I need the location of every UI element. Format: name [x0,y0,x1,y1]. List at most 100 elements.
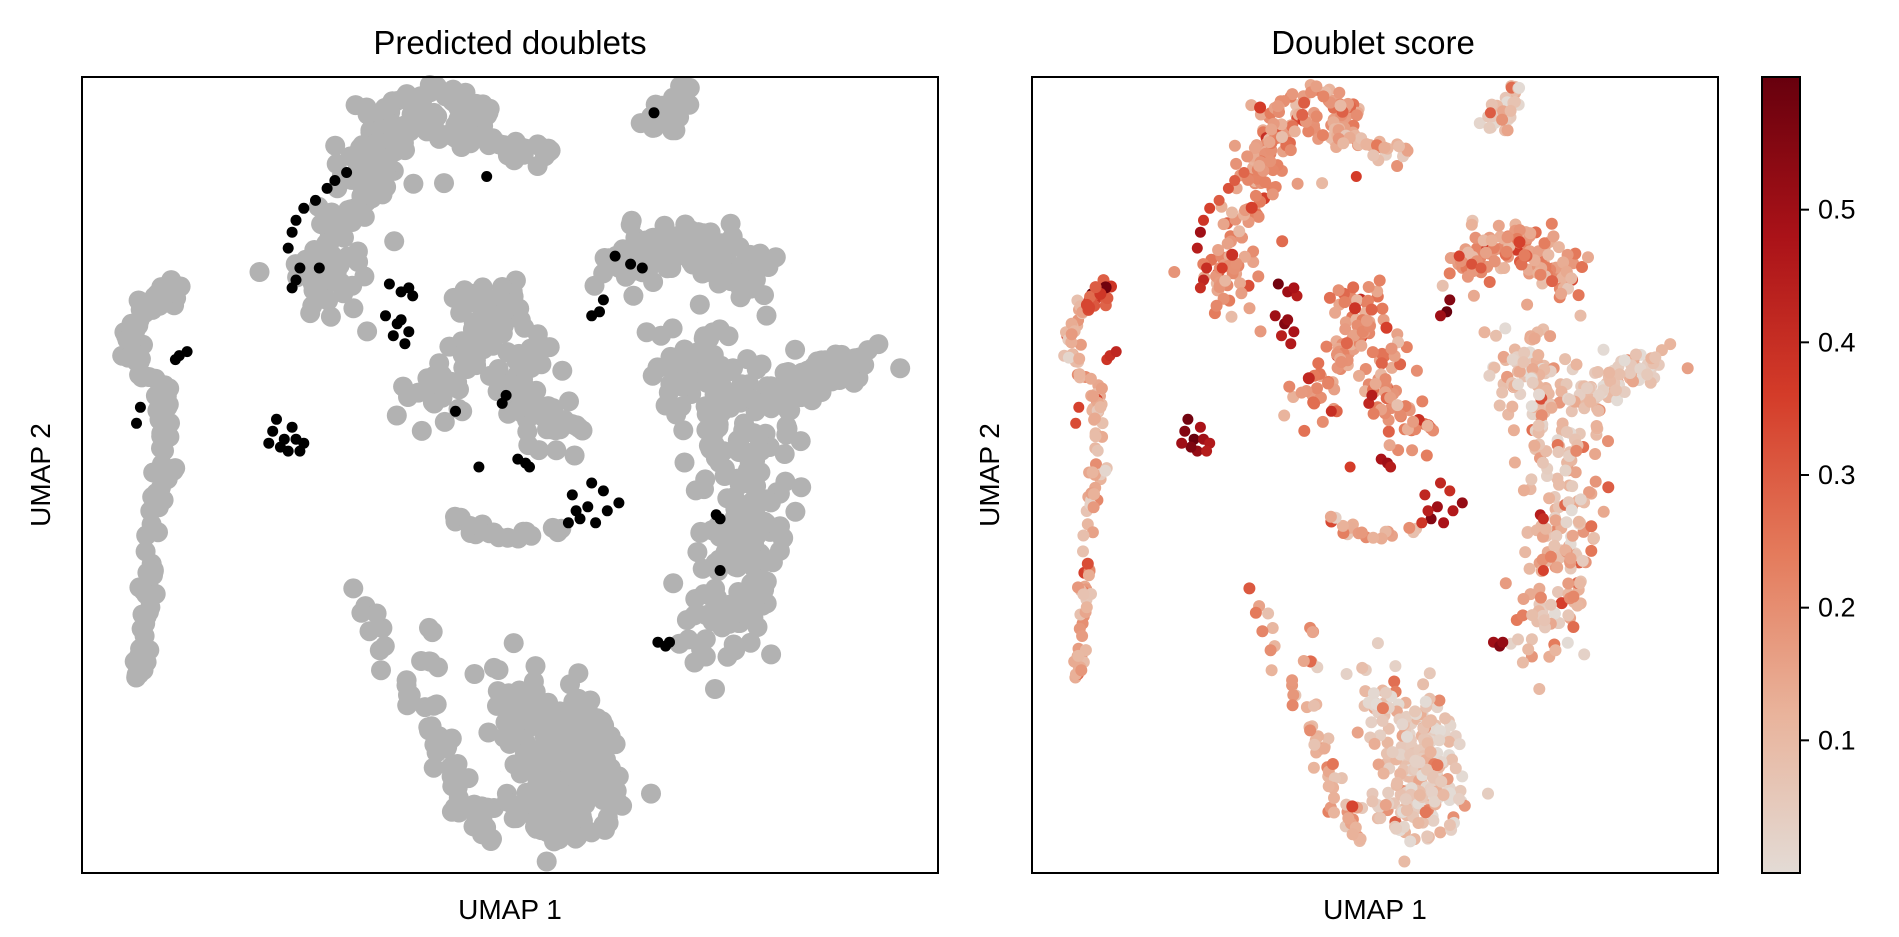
singlet-point [333,283,354,304]
score-point [1072,649,1085,662]
score-point-doublet [1435,477,1446,489]
score-point [1585,544,1598,557]
score-point-doublet [1325,405,1337,417]
score-point-doublet [1438,517,1450,529]
singlet-point [448,802,469,823]
score-point [1483,369,1496,382]
singlet-point [566,712,586,733]
score-point [1278,409,1291,422]
score-point-doublet [1185,441,1197,453]
score-point [1434,724,1446,737]
score-point-doublet [1537,513,1549,525]
score-point [1380,321,1393,334]
doublet-point [387,330,399,342]
score-point [1649,351,1662,364]
singlet-point [759,550,780,571]
score-point [1567,621,1580,633]
doublet-point [664,636,675,648]
score-point [1262,607,1275,620]
score-point [1386,746,1399,759]
score-point [1557,256,1570,269]
score-point [1226,206,1238,219]
score-point [1536,456,1549,469]
singlet-point [605,734,626,755]
score-point [1618,354,1631,367]
right-y-axis-label: UMAP 2 [974,423,1005,527]
score-point [1219,274,1232,287]
score-point-doublet [1288,326,1300,338]
score-point [1276,131,1288,143]
score-point [1355,526,1368,539]
score-point [1449,762,1462,775]
singlet-point [422,622,443,643]
score-point [1572,515,1585,528]
singlet-point [445,506,465,527]
colorbar: 0.1 0.2 0.3 0.4 0.5 [1761,76,1856,874]
singlet-point [662,318,683,339]
score-point [1074,338,1087,351]
singlet-point [678,374,699,395]
score-point [1382,425,1395,438]
doublet-point [181,346,193,358]
singlet-point [706,264,727,285]
score-point [1297,655,1310,667]
score-point [1611,394,1624,407]
score-point [1291,177,1304,190]
score-point [1388,675,1401,688]
singlet-point [538,789,559,810]
score-point [1263,136,1276,149]
singlet-point [499,733,520,754]
score-point [1371,637,1384,650]
score-point [1519,546,1532,559]
score-point-doublet [1484,107,1496,119]
singlet-point [542,517,563,538]
singlet-point [555,785,576,806]
score-point [1565,405,1578,418]
singlet-point [472,824,492,845]
score-point [1256,625,1269,638]
score-point [1456,770,1469,783]
singlet-point [743,389,764,410]
score-point [1409,705,1421,718]
singlet-point [340,146,361,167]
doublet-point [298,202,310,214]
left-y-axis-label: UMAP 2 [25,423,56,527]
doublet-point [714,565,726,576]
singlet-point [665,227,686,248]
singlet-point [417,368,438,389]
score-point [1065,328,1078,341]
score-point [1559,464,1572,477]
doublet-point [648,107,660,119]
doublet-point [586,310,598,322]
score-point [1453,793,1465,805]
score-point [1552,241,1565,254]
singlet-point [506,808,527,829]
singlet-point [429,353,450,374]
singlet-point [356,97,377,118]
singlet-point [747,617,768,637]
score-point [1499,577,1512,590]
score-point-doublet [1453,250,1465,262]
singlet-point [130,348,151,369]
doublet-point [290,214,302,226]
singlet-point [496,791,517,812]
doublet-point [263,437,275,449]
singlet-point [578,755,598,776]
score-point [1398,855,1411,868]
score-point [1252,270,1265,283]
right-scatter-points [1058,79,1694,868]
singlet-point [464,333,485,354]
score-point [1538,614,1551,627]
score-point [1521,298,1534,311]
doublet-point [380,310,391,322]
score-point [1077,529,1090,542]
score-point-doublet [1435,310,1446,322]
score-point [1506,400,1519,413]
singlet-point [386,405,407,426]
score-point [1306,626,1319,639]
score-point [1317,90,1330,103]
score-point [1407,415,1420,428]
score-point [1082,569,1095,582]
score-point [1333,86,1346,99]
